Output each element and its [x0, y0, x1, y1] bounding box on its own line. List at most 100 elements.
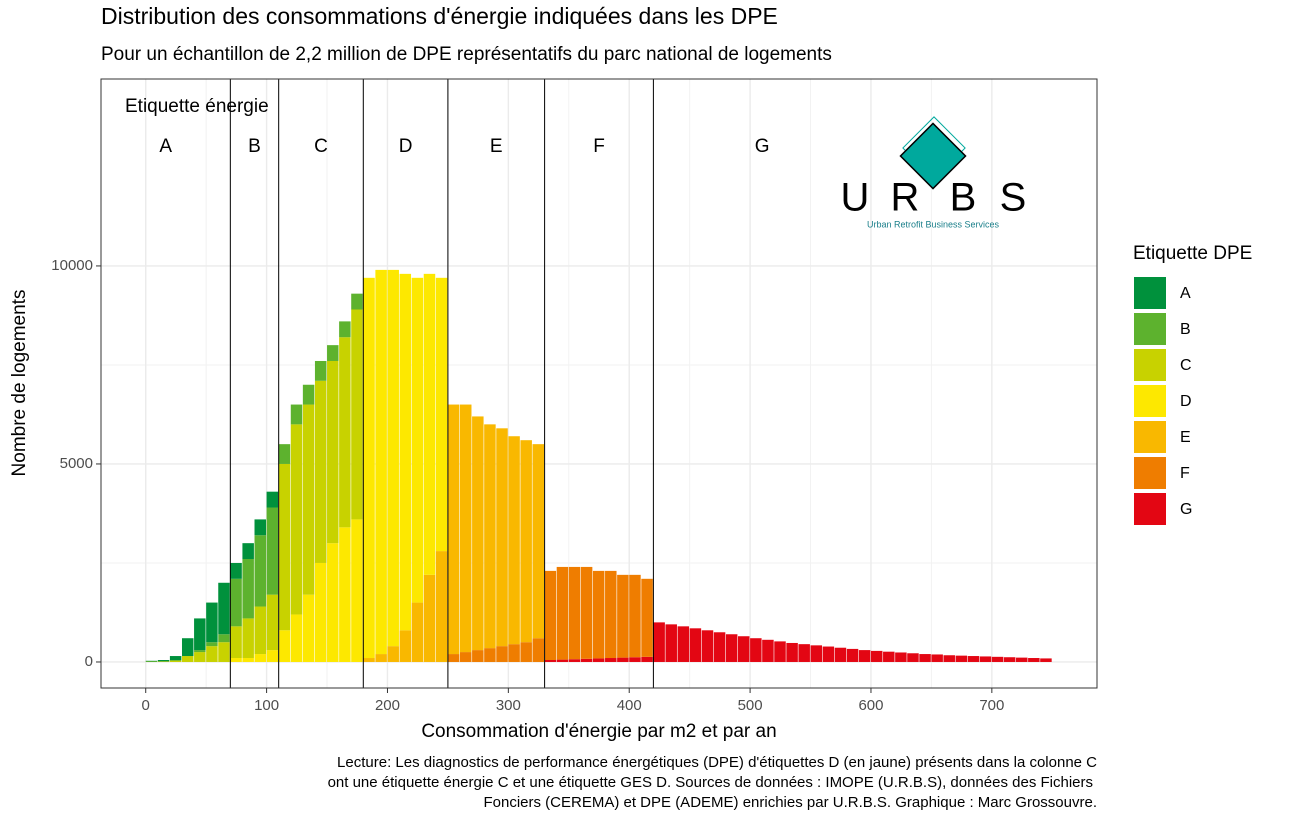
- bar: [459, 652, 472, 662]
- bar: [641, 578, 653, 657]
- bar: [375, 269, 387, 655]
- bar: [242, 658, 254, 662]
- x-tick-label: 600: [858, 697, 883, 714]
- bar: [556, 659, 569, 662]
- bar: [327, 360, 339, 544]
- legend-label: E: [1180, 429, 1191, 446]
- bar: [327, 345, 339, 361]
- bar: [254, 535, 266, 607]
- bar: [266, 507, 279, 595]
- bar: [327, 543, 339, 662]
- bar: [423, 273, 436, 575]
- bar: [786, 642, 798, 662]
- bar: [339, 321, 351, 338]
- bar: [484, 424, 496, 649]
- bar: [580, 658, 593, 662]
- bar: [266, 491, 279, 508]
- class-label: B: [248, 136, 261, 157]
- bar: [278, 463, 291, 631]
- bar: [943, 655, 955, 662]
- legend-label: F: [1180, 465, 1190, 482]
- bar: [641, 656, 653, 662]
- bar: [1028, 658, 1040, 662]
- class-label: E: [490, 136, 503, 157]
- legend-swatch: [1134, 385, 1166, 417]
- legend-label: D: [1180, 393, 1192, 410]
- bar: [496, 646, 508, 662]
- y-tick-label: 0: [85, 653, 93, 670]
- legend-swatch: [1134, 349, 1166, 381]
- bar: [157, 661, 170, 662]
- bar: [1016, 657, 1028, 662]
- bar: [290, 614, 303, 662]
- bar: [592, 658, 605, 662]
- bar: [363, 277, 375, 659]
- bar: [230, 578, 242, 627]
- bar: [254, 606, 266, 655]
- bar: [508, 644, 520, 662]
- bar: [351, 309, 363, 520]
- bar: [181, 638, 194, 657]
- bar: [798, 644, 810, 662]
- legend-label: A: [1180, 285, 1191, 302]
- class-label: A: [159, 136, 172, 157]
- bar: [181, 656, 194, 662]
- bar: [302, 404, 315, 595]
- bar: [169, 656, 182, 661]
- bar: [750, 638, 762, 662]
- bar: [870, 650, 883, 662]
- legend-swatch: [1134, 493, 1166, 525]
- legend-label: G: [1180, 501, 1192, 518]
- logo-diamond: [899, 122, 967, 190]
- bar: [387, 269, 399, 647]
- bar: [580, 566, 593, 659]
- bar: [701, 630, 714, 662]
- bar: [399, 630, 412, 662]
- bar: [762, 639, 774, 662]
- bar: [302, 594, 315, 662]
- bar: [846, 648, 859, 662]
- legend-label: C: [1180, 357, 1192, 374]
- class-label: C: [314, 136, 328, 157]
- bar: [314, 562, 327, 662]
- bar: [592, 570, 605, 659]
- bar: [278, 630, 291, 662]
- bar: [194, 618, 206, 651]
- bar: [435, 551, 448, 662]
- bar: [194, 650, 206, 653]
- bar: [447, 654, 460, 662]
- logo-letter: S: [1000, 176, 1027, 220]
- x-tick-label: 200: [375, 697, 400, 714]
- bar: [617, 574, 629, 658]
- logo-letter: R: [891, 176, 920, 220]
- bar: [230, 658, 242, 662]
- bar: [290, 424, 303, 615]
- chart-subtitle: Pour un échantillon de 2,2 million de DP…: [101, 44, 832, 65]
- legend-title: Etiquette DPE: [1133, 243, 1252, 264]
- bar: [955, 655, 968, 662]
- bar: [206, 646, 218, 662]
- bar: [1003, 657, 1016, 662]
- caption: ont une étiquette énergie C et une étiqu…: [328, 774, 1093, 791]
- logo: U R B S Urban Retrofit Business Services: [841, 116, 1027, 229]
- logo-tagline: Urban Retrofit Business Services: [867, 219, 1000, 229]
- bar: [605, 658, 617, 662]
- bar: [907, 653, 919, 662]
- x-tick-label: 100: [254, 697, 279, 714]
- bar: [242, 559, 254, 619]
- bar: [677, 626, 690, 662]
- bar: [242, 618, 254, 659]
- bar: [629, 574, 641, 658]
- bar: [544, 570, 557, 660]
- x-tick-label: 500: [738, 697, 763, 714]
- bar: [834, 647, 847, 662]
- bar: [242, 543, 254, 560]
- bar: [206, 602, 218, 643]
- bar: [459, 404, 472, 653]
- bar: [883, 651, 895, 662]
- bar: [508, 436, 520, 645]
- legend-label: B: [1180, 321, 1191, 338]
- x-tick-label: 400: [617, 697, 642, 714]
- bar: [387, 646, 399, 662]
